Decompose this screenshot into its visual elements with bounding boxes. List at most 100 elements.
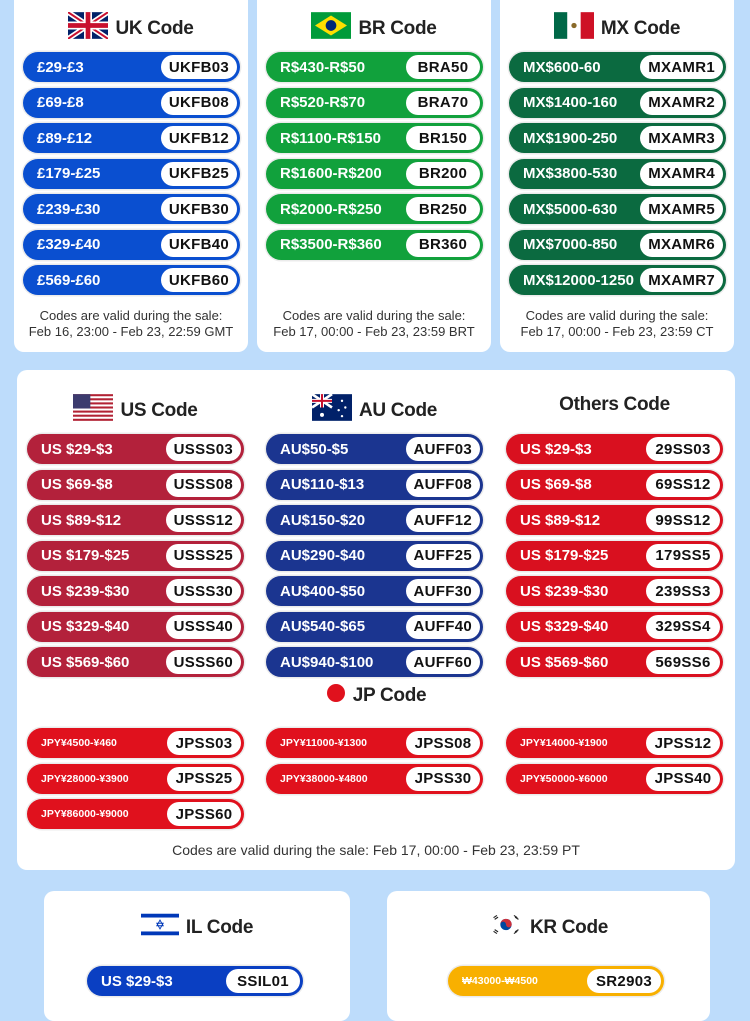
coupon-code[interactable]: UKFB03 [160,55,237,79]
au-coupon-row[interactable]: AU$110-$13 AUFF08 [266,469,483,500]
coupon-code[interactable]: JPSS40 [646,766,720,791]
coupon-code[interactable]: BR150 [406,126,480,150]
kr-coupon-row[interactable]: ₩43000-₩4500 SR2903 [448,966,664,996]
others-coupon-row[interactable]: US $179-$25 179SS5 [506,540,723,571]
coupon-code[interactable]: USSS30 [165,579,241,603]
coupon-code[interactable]: AUFF40 [405,614,480,639]
coupon-code[interactable]: 329SS4 [646,614,720,639]
coupon-code[interactable]: MXAMR2 [640,90,723,115]
coupon-code[interactable]: UKFB40 [160,232,237,257]
coupon-code[interactable]: UKFB60 [160,268,237,292]
coupon-code[interactable]: BRA50 [406,55,480,79]
coupon-code[interactable]: 29SS03 [646,437,720,461]
others-coupon-row[interactable]: US $69-$8 69SS12 [506,469,723,500]
us-coupon-row[interactable]: US $329-$40 USSS40 [27,611,244,642]
mx-coupon-row[interactable]: MX$600-60 MXAMR1 [509,52,726,82]
coupon-code[interactable]: JPSS03 [167,731,241,755]
au-coupon-row[interactable]: AU$290-$40 AUFF25 [266,540,483,571]
coupon-code[interactable]: AUFF08 [405,472,480,497]
coupon-code[interactable]: BR200 [406,161,480,186]
coupon-code[interactable]: SSIL01 [226,969,300,993]
coupon-code[interactable]: JPSS08 [406,731,480,755]
jp-coupon-row[interactable]: JPY¥86000-¥9000 JPSS60 [27,799,244,829]
coupon-code[interactable]: MXAMR3 [640,126,723,150]
uk-coupon-row[interactable]: £69-£8 UKFB08 [23,87,240,118]
coupon-code[interactable]: 179SS5 [646,543,720,568]
mx-coupon-row[interactable]: MX$1900-250 MXAMR3 [509,123,726,153]
jp-coupon-row[interactable]: JPY¥4500-¥460 JPSS03 [27,728,244,758]
br-coupon-row[interactable]: R$1600-R$200 BR200 [266,158,483,189]
au-coupon-row[interactable]: AU$940-$100 AUFF60 [266,647,483,677]
jp-coupon-row[interactable]: JPY¥28000-¥3900 JPSS25 [27,763,244,794]
others-coupon-row[interactable]: US $569-$60 569SS6 [506,647,723,677]
coupon-code[interactable]: BRA70 [406,90,480,115]
br-coupon-row[interactable]: R$430-R$50 BRA50 [266,52,483,82]
coupon-code[interactable]: 239SS3 [646,579,720,603]
us-coupon-row[interactable]: US $569-$60 USSS60 [27,647,244,677]
coupon-code[interactable]: 569SS6 [646,650,720,674]
mx-coupon-row[interactable]: MX$12000-1250 MXAMR7 [509,265,726,295]
coupon-code[interactable]: MXAMR4 [640,161,723,186]
au-coupon-row[interactable]: AU$400-$50 AUFF30 [266,576,483,606]
coupon-code[interactable]: AUFF25 [405,543,480,568]
others-coupon-row[interactable]: US $89-$12 99SS12 [506,505,723,535]
br-coupon-row[interactable]: R$2000-R$250 BR250 [266,194,483,224]
uk-coupon-row[interactable]: £329-£40 UKFB40 [23,229,240,260]
us-coupon-row[interactable]: US $239-$30 USSS30 [27,576,244,606]
us-coupon-row[interactable]: US $29-$3 USSS03 [27,434,244,464]
uk-coupon-row[interactable]: £179-£25 UKFB25 [23,158,240,189]
coupon-code[interactable]: UKFB25 [160,161,237,186]
coupon-code[interactable]: AUFF60 [405,650,480,674]
jp-coupon-row[interactable]: JPY¥11000-¥1300 JPSS08 [266,728,483,758]
coupon-code[interactable]: BR360 [406,232,480,257]
coupon-code[interactable]: UKFB08 [160,90,237,115]
uk-coupon-row[interactable]: £239-£30 UKFB30 [23,194,240,224]
coupon-code[interactable]: 99SS12 [646,508,720,532]
coupon-code[interactable]: USSS60 [165,650,241,674]
coupon-code[interactable]: JPSS25 [167,766,241,791]
coupon-code[interactable]: USSS08 [165,472,241,497]
coupon-code[interactable]: MXAMR6 [640,232,723,257]
uk-coupon-row[interactable]: £89-£12 UKFB12 [23,123,240,153]
others-coupon-row[interactable]: US $329-$40 329SS4 [506,611,723,642]
uk-coupon-row[interactable]: £29-£3 UKFB03 [23,52,240,82]
br-coupon-row[interactable]: R$520-R$70 BRA70 [266,87,483,118]
au-coupon-row[interactable]: AU$150-$20 AUFF12 [266,505,483,535]
coupon-code[interactable]: AUFF03 [405,437,480,461]
coupon-code[interactable]: MXAMR7 [640,268,723,292]
au-coupon-row[interactable]: AU$50-$5 AUFF03 [266,434,483,464]
mx-coupon-row[interactable]: MX$5000-630 MXAMR5 [509,194,726,224]
mx-coupon-row[interactable]: MX$7000-850 MXAMR6 [509,229,726,260]
au-coupon-row[interactable]: AU$540-$65 AUFF40 [266,611,483,642]
coupon-code[interactable]: JPSS30 [406,766,480,791]
coupon-code[interactable]: AUFF30 [405,579,480,603]
us-coupon-row[interactable]: US $69-$8 USSS08 [27,469,244,500]
us-coupon-row[interactable]: US $179-$25 USSS25 [27,540,244,571]
others-coupon-row[interactable]: US $239-$30 239SS3 [506,576,723,606]
coupon-code[interactable]: UKFB30 [160,197,237,221]
coupon-code[interactable]: UKFB12 [160,126,237,150]
il-coupon-row[interactable]: US $29-$3 SSIL01 [87,966,303,996]
jp-coupon-row[interactable]: JPY¥38000-¥4800 JPSS30 [266,763,483,794]
coupon-code[interactable]: USSS12 [165,508,241,532]
coupon-code[interactable]: SR2903 [587,969,661,993]
coupon-code[interactable]: AUFF12 [405,508,480,532]
coupon-code[interactable]: 69SS12 [646,472,720,497]
us-coupon-row[interactable]: US $89-$12 USSS12 [27,505,244,535]
coupon-code[interactable]: MXAMR5 [640,197,723,221]
br-coupon-row[interactable]: R$3500-R$360 BR360 [266,229,483,260]
jp-coupon-row[interactable]: JPY¥14000-¥1900 JPSS12 [506,728,723,758]
coupon-code[interactable]: USSS25 [165,543,241,568]
coupon-code[interactable]: BR250 [406,197,480,221]
jp-coupon-row[interactable]: JPY¥50000-¥6000 JPSS40 [506,763,723,794]
coupon-code[interactable]: USSS03 [165,437,241,461]
mx-coupon-row[interactable]: MX$3800-530 MXAMR4 [509,158,726,189]
coupon-code[interactable]: JPSS12 [646,731,720,755]
coupon-code[interactable]: USSS40 [165,614,241,639]
br-coupon-row[interactable]: R$1100-R$150 BR150 [266,123,483,153]
others-coupon-row[interactable]: US $29-$3 29SS03 [506,434,723,464]
mx-coupon-row[interactable]: MX$1400-160 MXAMR2 [509,87,726,118]
coupon-code[interactable]: MXAMR1 [640,55,723,79]
uk-coupon-row[interactable]: £569-£60 UKFB60 [23,265,240,295]
coupon-code[interactable]: JPSS60 [167,802,241,826]
